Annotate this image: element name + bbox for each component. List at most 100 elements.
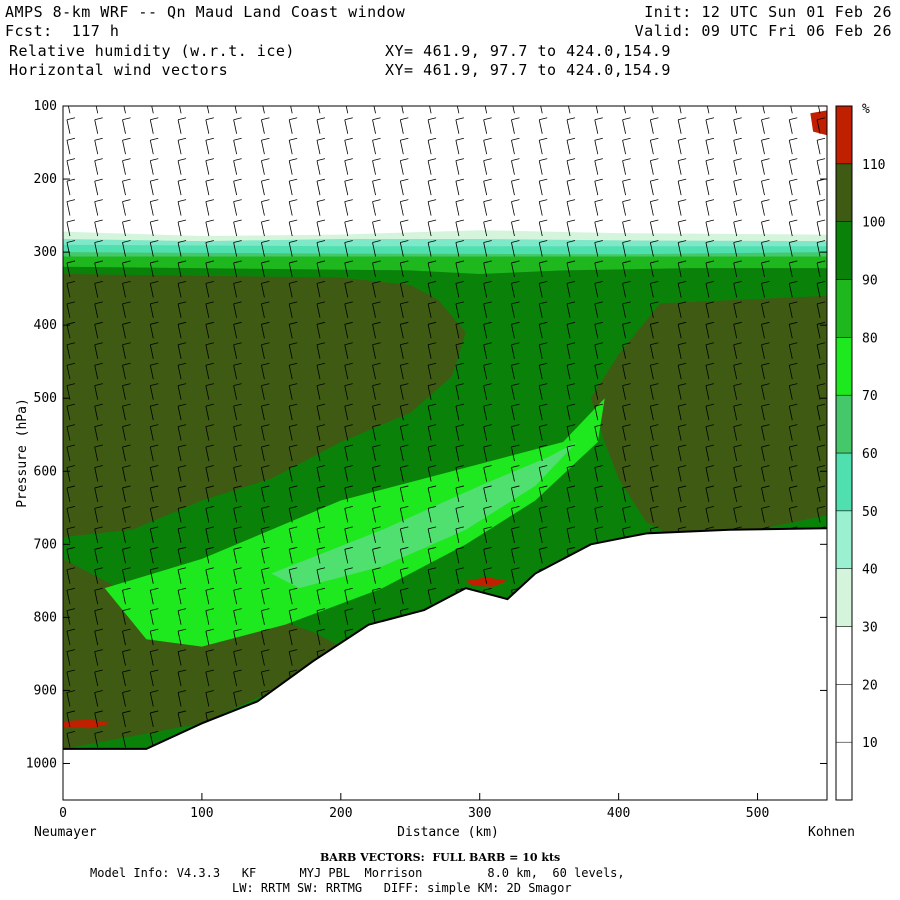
wind-barb-flag (372, 444, 381, 448)
wind-barb-flag (316, 117, 326, 121)
wind-barb-flag (594, 444, 603, 448)
wind-barb-flag (511, 137, 520, 141)
wind-barb-flag (733, 321, 742, 325)
wind-barb (622, 242, 626, 257)
wind-barb-flag (705, 301, 715, 305)
wind-barb-flag (678, 526, 687, 530)
wind-barb (816, 242, 821, 257)
wind-barb (344, 324, 349, 339)
wind-barb-flag (594, 383, 603, 387)
wind-barb-flag (428, 97, 436, 99)
wind-barb-flag (678, 199, 687, 202)
wind-barb (122, 324, 126, 339)
wind-barb-flag (816, 219, 826, 223)
wind-barb-flag (150, 342, 159, 346)
wind-barb-flag (289, 362, 298, 366)
wind-barb-flag (150, 158, 159, 162)
wind-barb-flag (483, 137, 492, 141)
y-tick-label: 1000 (26, 756, 57, 771)
wind-barb (94, 671, 99, 687)
wind-barb-flag (650, 362, 659, 366)
wind-barb-flag (177, 362, 187, 366)
wind-barb-flag (594, 485, 603, 489)
wind-barb-flag (650, 97, 658, 99)
wind-barb-flag (261, 587, 270, 591)
wind-barb (205, 283, 210, 298)
wind-barb-flag (428, 199, 437, 202)
wind-barb-flag (678, 383, 687, 387)
wind-barb (261, 528, 265, 543)
wind-barb (677, 201, 682, 216)
wind-barb (538, 426, 543, 441)
wind-barb-flag (816, 424, 826, 427)
wind-barb-flag (372, 526, 381, 530)
wind-barb-flag (177, 506, 187, 509)
wind-barb-flag (622, 301, 631, 305)
wind-barb (511, 406, 515, 421)
wind-barb-flag (761, 219, 770, 223)
wind-barb (177, 303, 182, 318)
wind-barb-flag (177, 567, 187, 571)
wind-barb (649, 201, 654, 216)
wind-barb-flag (316, 567, 326, 571)
wind-barb-flag (177, 526, 187, 530)
wind-barb-flag (566, 219, 576, 223)
rh-high-right (590, 295, 827, 538)
wind-barb (733, 303, 738, 318)
wind-barb-flag (261, 301, 270, 305)
wind-barb-flag (261, 97, 269, 99)
wind-barb (66, 365, 71, 380)
wind-barb-flag (594, 219, 603, 223)
wind-barb (94, 590, 99, 605)
wind-barb-flag (372, 506, 381, 509)
wind-barb (149, 549, 154, 564)
wind-barb-flag (66, 199, 76, 202)
wind-barb-flag (94, 260, 103, 264)
wind-barb-flag (150, 301, 159, 305)
wind-barb-flag (733, 444, 742, 448)
wind-barb (761, 365, 765, 380)
wind-barb (455, 201, 460, 216)
wind-barb (594, 181, 599, 196)
wind-barb (344, 590, 349, 605)
wind-barb (261, 385, 265, 400)
wind-barb-flag (622, 444, 631, 448)
wind-barb (483, 549, 488, 564)
wind-barb (122, 221, 126, 237)
wind-barb (344, 160, 349, 175)
wind-barb (622, 365, 626, 380)
wind-barb (538, 283, 543, 298)
wind-barb (344, 528, 349, 543)
wind-barb (566, 406, 571, 421)
wind-barb-flag (66, 690, 76, 693)
wind-barb (705, 508, 710, 523)
wind-barb-flag (289, 281, 298, 284)
wind-barb (205, 160, 210, 175)
wind-barb-flag (539, 117, 548, 121)
wind-barb (705, 303, 710, 318)
wind-barb (233, 631, 238, 646)
wind-barb (344, 283, 349, 298)
wind-barb-flag (122, 731, 131, 734)
wind-barb-flag (483, 383, 492, 387)
wind-barb-flag (705, 342, 715, 346)
wind-barb-flag (400, 465, 409, 468)
wind-barb (177, 590, 182, 605)
wind-barb-flag (428, 506, 437, 509)
wind-barb (233, 610, 238, 625)
wind-barb-flag (428, 301, 437, 305)
wind-barb (677, 365, 682, 380)
wind-barb (233, 303, 238, 318)
wind-barb-flag (455, 383, 464, 387)
wind-barb-flag (400, 587, 409, 591)
wind-barb-flag (789, 199, 798, 202)
wind-barb (122, 590, 126, 605)
wind-barb-flag (177, 219, 187, 223)
wind-barb (66, 242, 71, 257)
wind-barb-flag (94, 342, 103, 346)
wind-barb-flag (789, 281, 798, 284)
wind-barb (455, 365, 460, 380)
wind-barb (733, 324, 738, 339)
wind-barb (122, 549, 126, 564)
wind-barb (427, 221, 432, 237)
